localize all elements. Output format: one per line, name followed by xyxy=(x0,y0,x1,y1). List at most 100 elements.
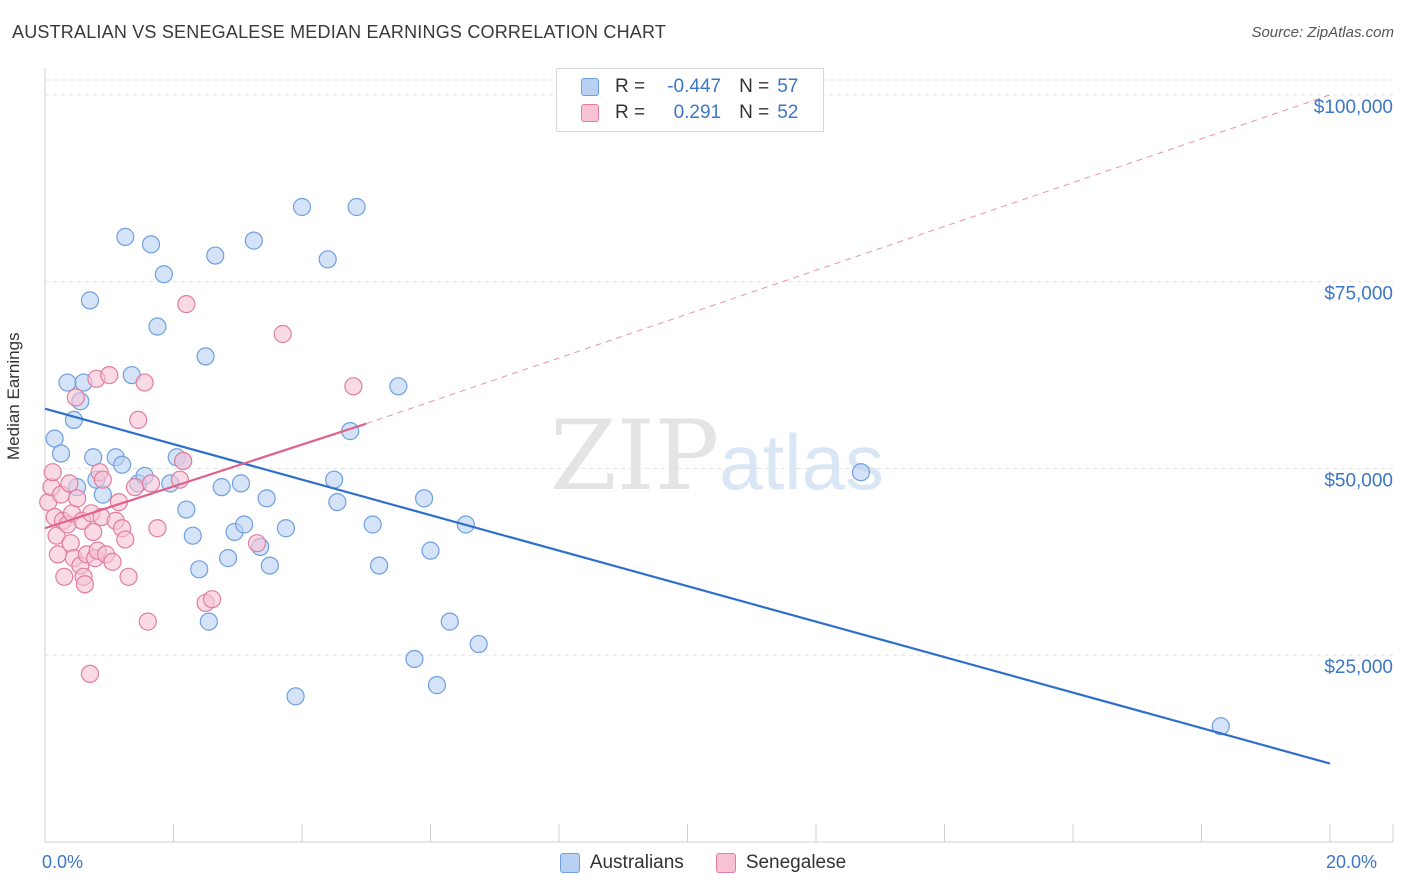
point-australians xyxy=(292,197,312,217)
legend-swatch-australians xyxy=(559,853,580,873)
point-australians xyxy=(154,265,173,284)
point-australians xyxy=(141,235,161,254)
legend-n-value: 52 xyxy=(777,102,799,123)
point-australians xyxy=(440,612,459,631)
series-legend: Australians Senegalese xyxy=(0,852,1406,874)
point-australians xyxy=(389,377,408,396)
point-senegalese xyxy=(68,489,87,508)
point-australians xyxy=(260,556,279,575)
point-senegalese xyxy=(174,451,193,471)
point-australians xyxy=(414,489,434,508)
point-senegalese xyxy=(60,474,79,493)
point-senegalese xyxy=(84,522,103,542)
point-senegalese xyxy=(61,534,80,553)
point-australians xyxy=(244,231,263,250)
point-australians xyxy=(116,227,135,246)
point-australians xyxy=(58,373,77,392)
point-senegalese xyxy=(344,377,363,396)
point-australians xyxy=(206,246,225,265)
point-senegalese xyxy=(116,530,135,549)
point-australians xyxy=(212,478,231,497)
point-australians xyxy=(196,347,215,366)
watermark-atlas: atlas xyxy=(719,418,884,506)
point-australians xyxy=(80,291,100,310)
y-axis-label: Median Earnings xyxy=(4,332,23,460)
point-australians xyxy=(112,455,132,474)
legend-r-label: R = xyxy=(615,102,646,123)
point-senegalese xyxy=(135,373,154,392)
point-australians xyxy=(148,317,167,336)
point-australians xyxy=(219,549,238,568)
point-australians xyxy=(276,519,296,538)
legend-item-australians[interactable]: Australians xyxy=(559,852,684,874)
watermark: ZIPatlas xyxy=(550,400,884,512)
point-australians xyxy=(1211,717,1230,736)
point-senegalese xyxy=(43,463,62,482)
point-senegalese xyxy=(125,478,145,497)
point-senegalese xyxy=(119,567,138,586)
legend-swatch-senegalese xyxy=(581,104,599,122)
point-senegalese xyxy=(247,534,267,553)
trend-line-senegalese xyxy=(44,422,367,530)
point-australians xyxy=(328,492,347,512)
point-senegalese xyxy=(202,590,222,609)
y-tick-label: $100,000 xyxy=(1314,97,1393,118)
legend-n-value: 57 xyxy=(777,76,799,97)
legend-item-senegalese[interactable]: Senegalese xyxy=(715,852,847,874)
y-tick-label: $25,000 xyxy=(1324,657,1393,678)
legend-swatch-australians xyxy=(581,78,599,96)
point-australians xyxy=(257,489,276,508)
legend-r-value: -0.447 xyxy=(667,76,722,97)
point-australians xyxy=(405,649,424,669)
point-australians xyxy=(199,612,218,631)
legend-n-label: N = xyxy=(739,102,770,123)
point-australians xyxy=(427,676,447,695)
point-australians xyxy=(421,541,440,560)
point-australians xyxy=(231,474,251,493)
point-senegalese xyxy=(75,575,94,594)
point-senegalese xyxy=(141,474,161,493)
point-senegalese xyxy=(177,295,196,314)
point-senegalese xyxy=(138,612,157,631)
legend-row-senegalese: R = 0.291 N = 52 xyxy=(581,101,798,125)
watermark-zip: ZIP xyxy=(550,400,720,512)
correlation-legend: R = -0.447 N = 57 R = 0.291 N = 52 xyxy=(556,68,824,132)
point-senegalese xyxy=(93,470,112,489)
legend-swatch-senegalese xyxy=(715,853,736,873)
point-senegalese xyxy=(273,324,292,344)
point-senegalese xyxy=(129,410,148,430)
point-australians xyxy=(190,560,209,579)
point-australians xyxy=(469,634,488,654)
legend-label-senegalese: Senegalese xyxy=(745,852,847,873)
point-australians xyxy=(183,526,202,545)
y-tick-label: $50,000 xyxy=(1324,470,1393,491)
point-senegalese xyxy=(103,552,122,571)
point-australians xyxy=(370,556,389,575)
trend-line-australians xyxy=(44,407,1331,765)
legend-row-australians: R = -0.447 N = 57 xyxy=(581,75,798,99)
point-senegalese xyxy=(66,388,85,407)
point-australians xyxy=(325,470,344,489)
chart-source: Source: ZipAtlas.com xyxy=(1251,24,1394,41)
legend-label-australians: Australians xyxy=(589,852,684,873)
point-australians xyxy=(347,197,366,217)
chart-title: AUSTRALIAN VS SENEGALESE MEDIAN EARNINGS… xyxy=(12,22,667,42)
point-australians xyxy=(51,444,71,463)
point-australians xyxy=(363,515,382,534)
point-senegalese xyxy=(148,519,167,538)
legend-n-label: N = xyxy=(739,76,770,97)
point-australians xyxy=(286,687,305,706)
point-senegalese xyxy=(55,567,74,586)
x-tick-label-max: 20.0% xyxy=(1326,852,1378,872)
trend-line-senegalese-extension xyxy=(366,94,1331,425)
legend-r-label: R = xyxy=(615,76,646,97)
point-australians xyxy=(177,500,196,519)
legend-r-value: 0.291 xyxy=(673,102,722,123)
point-senegalese xyxy=(80,664,100,684)
x-tick-label-min: 0.0% xyxy=(42,852,84,872)
point-australians xyxy=(318,250,337,269)
point-senegalese xyxy=(100,365,119,385)
point-australians xyxy=(235,515,254,534)
point-australians xyxy=(851,463,871,482)
